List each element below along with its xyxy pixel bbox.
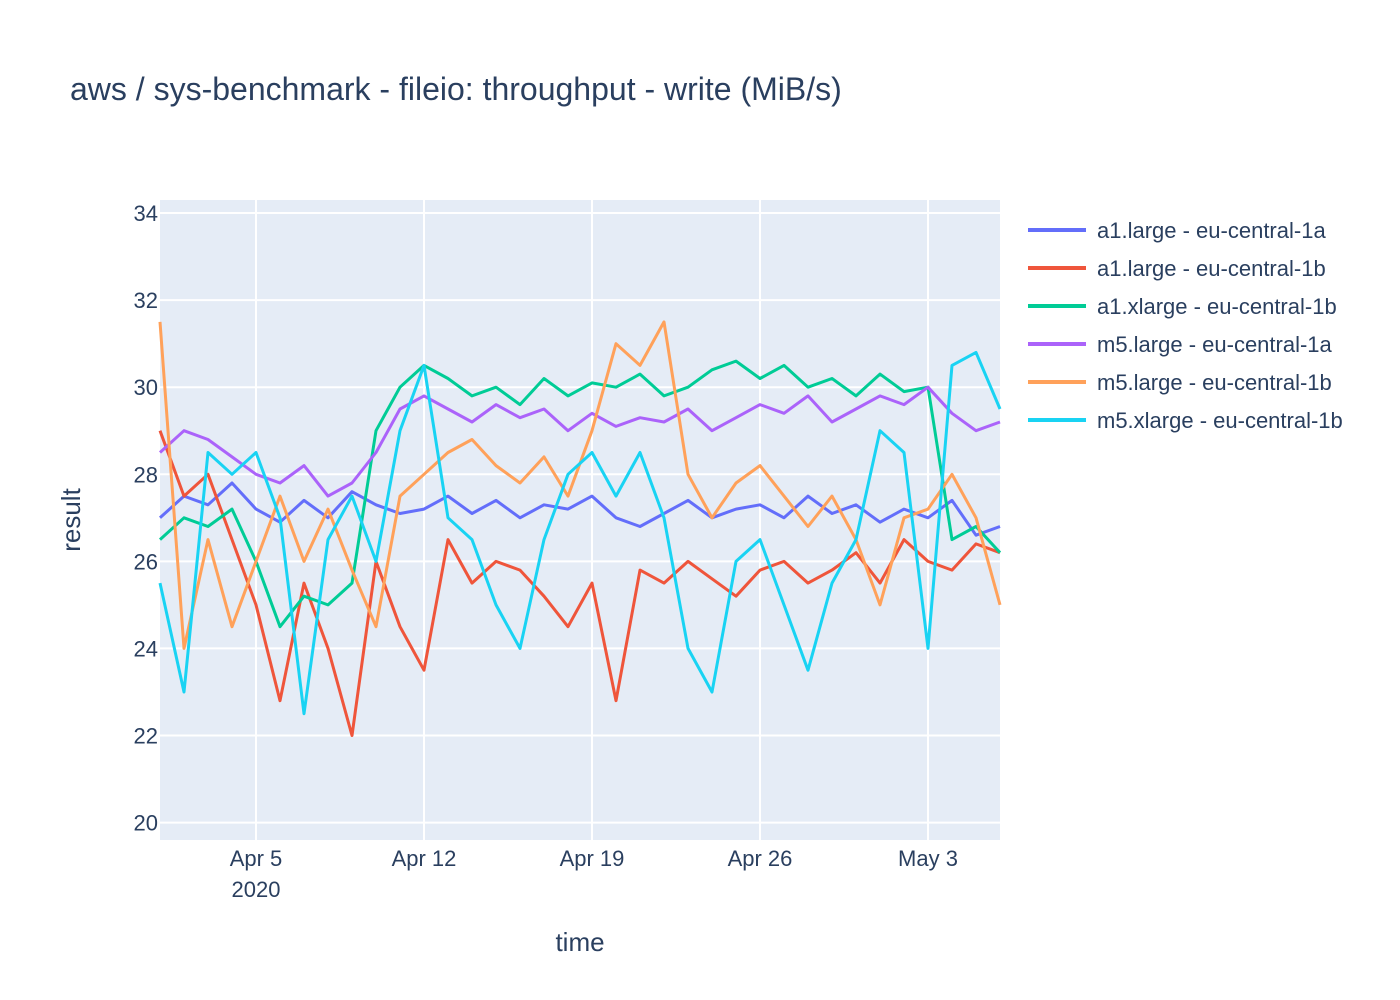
y-tick-label: 22 <box>134 724 158 749</box>
y-tick-label: 20 <box>134 811 158 836</box>
series-line-1 <box>158 481 1001 537</box>
plot-area <box>160 200 1000 840</box>
series-line-6 <box>158 350 1002 716</box>
legend-label: m5.large - eu-central-1b <box>1097 370 1332 395</box>
legend-label: a1.large - eu-central-1a <box>1097 218 1326 243</box>
y-tick-label: 30 <box>134 375 158 400</box>
series-line-3 <box>158 359 1002 629</box>
x-axis-title: time <box>555 927 604 957</box>
legend-label: a1.xlarge - eu-central-1b <box>1097 294 1337 319</box>
legend-item[interactable]: m5.large - eu-central-1a <box>1028 332 1333 357</box>
legend-label: m5.large - eu-central-1a <box>1097 332 1333 357</box>
y-tick-label: 28 <box>134 462 158 487</box>
y-axis-title: result <box>56 487 86 551</box>
x-tick-sublabel: 2020 <box>232 877 281 902</box>
x-tick-label: May 3 <box>898 846 958 871</box>
x-tick-label: Apr 5 <box>230 846 283 871</box>
grid <box>160 200 1000 840</box>
legend-label: a1.large - eu-central-1b <box>1097 256 1326 281</box>
x-tick-label: Apr 12 <box>392 846 457 871</box>
y-tick-label: 34 <box>134 201 158 226</box>
legend-item[interactable]: m5.xlarge - eu-central-1b <box>1028 408 1343 433</box>
y-axis-ticks: 20 22 24 26 28 30 32 34 <box>134 201 158 836</box>
series-line-4 <box>158 385 1001 498</box>
x-tick-label: Apr 19 <box>560 846 625 871</box>
y-tick-label: 32 <box>134 288 158 313</box>
x-tick-label: Apr 26 <box>728 846 793 871</box>
chart-title: aws / sys-benchmark - fileio: throughput… <box>70 71 842 107</box>
x-axis-ticks: Apr 5 2020 Apr 12 Apr 19 Apr 26 May 3 <box>230 846 958 902</box>
legend-label: m5.xlarge - eu-central-1b <box>1097 408 1343 433</box>
y-tick-label: 24 <box>134 636 158 661</box>
series-lines <box>158 320 1002 737</box>
legend-item[interactable]: a1.xlarge - eu-central-1b <box>1028 294 1337 319</box>
legend-item[interactable]: m5.large - eu-central-1b <box>1028 370 1332 395</box>
legend-item[interactable]: a1.large - eu-central-1a <box>1028 218 1326 243</box>
legend[interactable]: a1.large - eu-central-1a a1.large - eu-ce… <box>1028 218 1343 433</box>
legend-item[interactable]: a1.large - eu-central-1b <box>1028 256 1326 281</box>
y-tick-label: 26 <box>134 549 158 574</box>
